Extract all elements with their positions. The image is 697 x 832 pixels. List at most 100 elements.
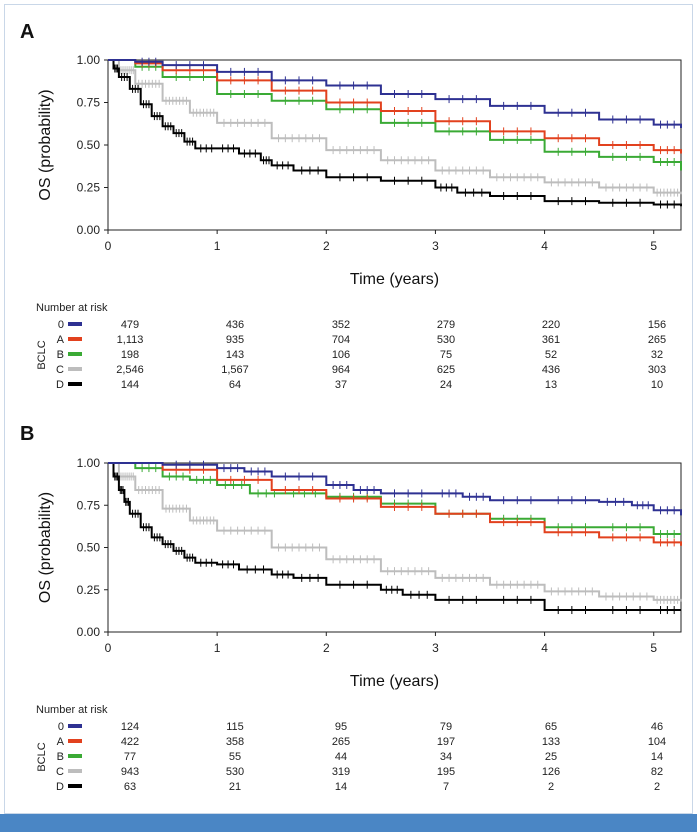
y-tick-label: 0.00 [77, 625, 101, 639]
risk-value: 64 [229, 379, 241, 391]
risk-value: 436 [226, 319, 244, 331]
plot-area [107, 462, 682, 633]
series-line-C [108, 59, 682, 195]
risk-value: 106 [332, 349, 350, 361]
legend-swatch-B [68, 754, 82, 758]
risk-value: 1,113 [117, 334, 144, 346]
risk-value: 144 [121, 379, 139, 391]
risk-value: 943 [121, 766, 139, 778]
x-tick-label: 1 [214, 641, 221, 655]
risk-value: 935 [226, 334, 244, 346]
risk-row-label: 0 [58, 721, 64, 733]
risk-value: 156 [648, 319, 666, 331]
risk-value: 530 [226, 766, 244, 778]
series-C [108, 462, 682, 604]
risk-value: 25 [545, 751, 557, 763]
risk-value: 358 [226, 736, 244, 748]
y-tick-label: 0.25 [77, 181, 101, 195]
y-tick-label: 0.00 [77, 223, 101, 237]
risk-row-label: A [57, 334, 65, 346]
risk-value: 14 [335, 781, 347, 793]
risk-value: 82 [651, 766, 663, 778]
risk-table-title: Number at risk [36, 302, 108, 314]
series-0 [108, 57, 682, 129]
y-axis-title: OS (probability) [37, 89, 54, 200]
risk-value: 197 [437, 736, 455, 748]
series-C [108, 59, 682, 197]
risk-value: 104 [648, 736, 666, 748]
x-axis-title: Time (years) [350, 271, 439, 288]
risk-value: 75 [440, 349, 452, 361]
risk-value: 352 [332, 319, 350, 331]
legend-swatch-A [68, 739, 82, 743]
risk-row-label: B [57, 349, 64, 361]
series-A [108, 462, 682, 547]
figure-frame [4, 4, 693, 814]
risk-value: 625 [437, 364, 455, 376]
legend-swatch-B [68, 352, 82, 356]
x-tick-label: 2 [323, 641, 330, 655]
risk-value: 198 [121, 349, 139, 361]
series-line-B [108, 462, 681, 535]
risk-value: 319 [332, 766, 350, 778]
risk-value: 964 [332, 364, 350, 376]
x-tick-label: 0 [105, 239, 112, 253]
risk-value: 143 [226, 349, 244, 361]
legend-swatch-D [68, 382, 82, 386]
y-tick-label: 0.50 [77, 138, 101, 152]
x-tick-label: 5 [650, 641, 657, 655]
risk-value: 2 [654, 781, 660, 793]
risk-value: 79 [440, 721, 452, 733]
risk-value: 479 [121, 319, 139, 331]
risk-value: 44 [335, 751, 347, 763]
risk-value: 133 [542, 736, 560, 748]
series-A [108, 59, 682, 155]
y-tick-label: 0.25 [77, 583, 101, 597]
risk-value: 279 [437, 319, 455, 331]
risk-value: 46 [651, 721, 663, 733]
risk-value: 265 [332, 736, 350, 748]
risk-row-label: B [57, 751, 64, 763]
panel-A: A 0.00 0.25 0.50 0.75 1.00 0 1 2 3 4 5 Time (years) O… [20, 21, 682, 391]
risk-group-label: BCLC [36, 340, 48, 369]
risk-row-label: A [57, 736, 65, 748]
series-line-A [108, 462, 682, 546]
legend-swatch-0 [68, 322, 82, 326]
risk-row-label: 0 [58, 319, 64, 331]
risk-value: 32 [651, 349, 663, 361]
risk-row-label: C [56, 766, 64, 778]
y-tick-label: 0.75 [77, 498, 101, 512]
risk-value: 115 [226, 721, 244, 733]
risk-value: 55 [229, 751, 241, 763]
risk-value: 24 [440, 379, 452, 391]
risk-value: 65 [545, 721, 557, 733]
series-line-C [108, 462, 682, 602]
y-tick-label: 0.50 [77, 541, 101, 555]
risk-value: 10 [651, 379, 663, 391]
risk-value: 21 [229, 781, 241, 793]
plot-area [107, 59, 682, 231]
risk-value: 34 [440, 751, 452, 763]
legend-swatch-A [68, 337, 82, 341]
risk-value: 2 [548, 781, 554, 793]
panel-letter: B [20, 423, 34, 445]
series-line-A [108, 59, 682, 154]
risk-value: 13 [545, 379, 557, 391]
series-D [108, 59, 682, 209]
risk-value: 530 [437, 334, 455, 346]
x-tick-label: 2 [323, 239, 330, 253]
series-line-D [108, 462, 681, 611]
risk-row-label: D [56, 379, 64, 391]
risk-value: 52 [545, 349, 557, 361]
legend-swatch-C [68, 367, 82, 371]
risk-value: 63 [124, 781, 136, 793]
risk-group-label: BCLC [36, 742, 48, 771]
risk-value: 265 [648, 334, 666, 346]
x-tick-label: 4 [541, 641, 548, 655]
risk-value: 1,567 [221, 364, 249, 376]
risk-table: Number at risk BCLC 0 124 115 95 79 65 46 A 422 358… [36, 704, 666, 793]
series-B [108, 59, 682, 171]
bottom-bar [0, 814, 697, 832]
risk-value: 361 [542, 334, 560, 346]
